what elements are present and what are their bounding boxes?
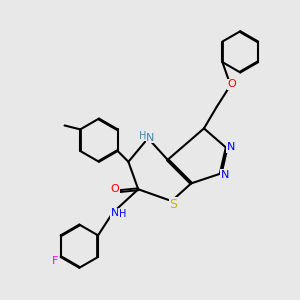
Text: N: N [111,208,119,218]
Text: O: O [110,184,119,194]
Text: O: O [228,79,236,89]
Text: N: N [221,169,229,179]
Text: S: S [169,198,178,211]
Text: N: N [227,142,235,152]
Text: H: H [119,209,126,219]
Text: H: H [139,131,146,141]
Text: F: F [52,256,58,266]
Text: N: N [146,133,155,143]
